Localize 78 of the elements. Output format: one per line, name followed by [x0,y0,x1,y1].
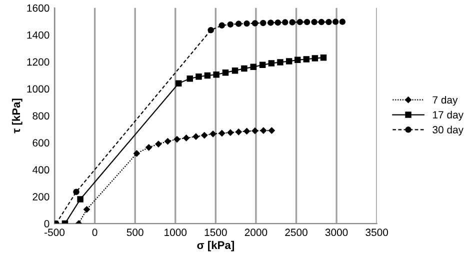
point [311,18,318,26]
point [326,18,332,26]
point [232,67,238,74]
y-tick-label: 200 [32,193,50,200]
point [304,18,310,26]
point [268,127,275,134]
point [289,19,296,26]
x-tick-label: 1500 [204,228,227,236]
point [164,138,171,144]
point [218,22,225,29]
point [84,206,90,213]
point [134,150,140,157]
y-tick-label: 1400 [27,31,50,39]
point [252,128,258,134]
point [244,128,250,134]
x-tick-label: 2000 [244,228,268,236]
x-tick-label: 3500 [366,228,388,236]
point [236,20,242,27]
point [201,132,208,138]
x-tick-label: 1000 [164,228,187,236]
point [54,220,60,224]
point [244,20,250,27]
point [196,74,202,80]
x-tick-label: -500 [44,228,65,236]
point [332,18,339,25]
legend-label: 17 day [433,110,464,121]
point [320,54,327,61]
y-tick-label: 800 [32,112,50,120]
point [227,129,234,136]
point [268,20,274,26]
point [260,127,267,134]
point [204,72,211,79]
point [174,136,180,142]
y-tick-label: 1600 [27,4,50,12]
y-tick-label: 1200 [27,58,50,66]
point [155,140,162,148]
point [192,133,200,140]
point [186,76,194,82]
point [210,130,216,138]
point [282,19,288,26]
x-tick-label: 0 [92,228,98,236]
point [218,130,226,136]
legend-label: 7 day [432,96,458,106]
point [77,196,84,202]
y-tick-label: 600 [32,139,50,147]
point [183,134,190,142]
x-tick-label: 3000 [325,228,348,236]
x-tick-label: 500 [126,228,144,236]
point [250,64,257,70]
point [260,20,266,26]
x-axis-title: σ [kPa] [197,240,234,252]
point [294,56,301,64]
point [339,18,346,25]
point [274,19,282,26]
y-tick-label: 1000 [27,85,50,93]
point [268,60,275,66]
point [213,71,220,78]
point [208,27,214,34]
y-tick-label: 0 [44,220,50,228]
point [235,128,242,136]
x-tick-label: 2500 [285,228,308,236]
point [175,80,182,86]
point [318,18,325,26]
point [241,65,248,72]
point [296,18,303,26]
point [286,58,292,64]
point [73,188,80,195]
point [227,21,234,28]
point [303,56,310,62]
y-tick-label: 400 [32,166,50,174]
point [252,20,258,26]
legend-label: 30 day [432,126,464,136]
point [312,55,318,62]
point [259,62,266,68]
point [277,59,284,66]
y-axis-title: τ [kPa] [12,98,22,134]
point [222,69,229,76]
point [146,144,152,151]
